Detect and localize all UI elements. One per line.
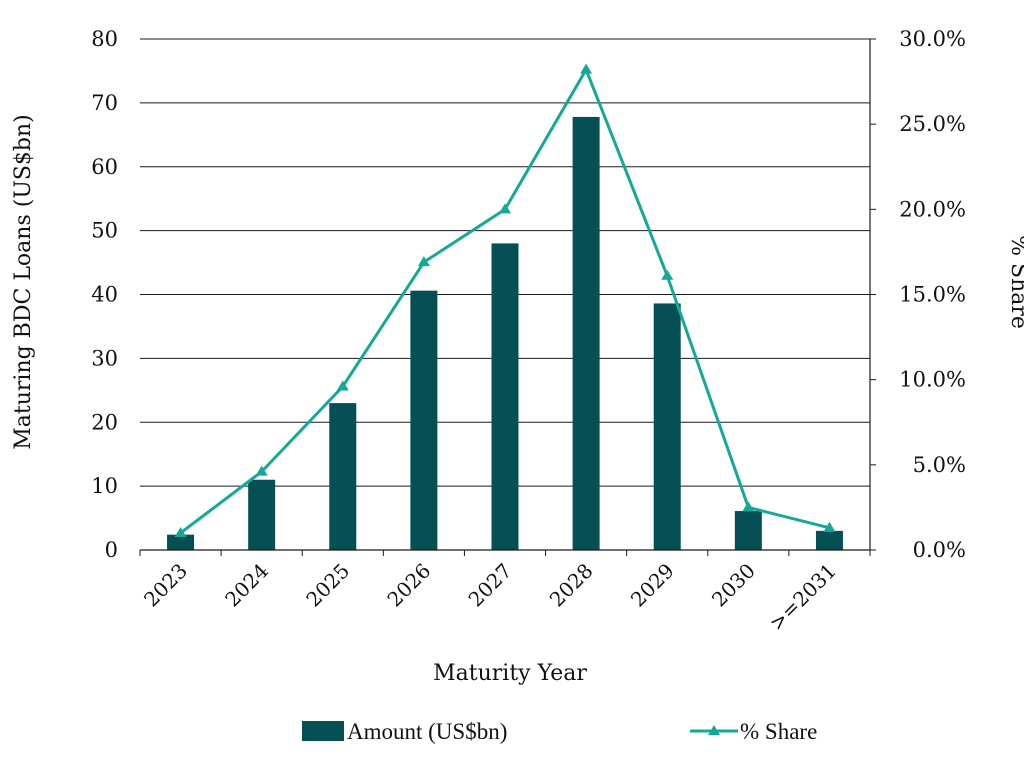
- bar-2023: [167, 534, 195, 550]
- bar-series: [167, 116, 843, 551]
- bar->=2031: [815, 530, 843, 550]
- bar-2028: [572, 116, 600, 551]
- right-tick-label: 25.0%: [899, 112, 966, 136]
- right-tick-label: 10.0%: [899, 368, 966, 392]
- left-tick-label: 10: [91, 474, 118, 498]
- legend-label-share: % Share: [740, 719, 817, 744]
- bar-2024: [248, 479, 276, 550]
- y-axis-title: Maturing BDC Loans (US$bn): [11, 114, 36, 450]
- share-point-2023: [174, 526, 187, 537]
- share-point-2024: [255, 465, 268, 476]
- left-tick-label: 30: [91, 346, 118, 370]
- right-tick-label: 20.0%: [899, 197, 966, 221]
- x-tick-label: 2030: [707, 559, 760, 612]
- share-point-2027: [499, 203, 511, 214]
- share-point-2028: [580, 63, 593, 74]
- x-tick-label: >=2031: [764, 559, 841, 636]
- left-tick-label: 60: [91, 155, 118, 179]
- right-tick-label: 30.0%: [899, 27, 966, 51]
- left-tick-label: 80: [91, 27, 118, 51]
- bar-2030: [734, 511, 762, 550]
- bar-2027: [491, 243, 519, 550]
- x-axis-title: Maturity Year: [433, 661, 587, 686]
- bar-2025: [329, 403, 357, 550]
- legend-marker-share: [708, 725, 720, 735]
- share-point-2030: [742, 501, 755, 512]
- legend-swatch-amount: [302, 721, 344, 741]
- x-tick-label: 2027: [464, 559, 517, 612]
- right-axis-ticks: 0.0% 5.0% 10.0% 15.0% 20.0% 25.0% 30.0%: [870, 27, 966, 562]
- left-tick-label: 20: [91, 410, 118, 434]
- legend-label-amount: Amount (US$bn): [347, 719, 507, 744]
- bar-2026: [410, 290, 438, 550]
- x-tick-label: 2024: [220, 559, 273, 612]
- left-axis-ticks: 0 10 20 30 40 50 60 70 80: [91, 27, 118, 562]
- x-axis-ticks: 2023 2024 2025 2026 2027 2028 2029 2030 >=2031: [139, 550, 871, 636]
- x-tick-label: 2028: [545, 559, 598, 612]
- left-tick-label: 50: [91, 219, 118, 243]
- y2-axis-title: % Share: [1006, 235, 1024, 329]
- share-point->=2031: [823, 521, 836, 532]
- share-point-2029: [661, 269, 674, 280]
- left-tick-label: 40: [91, 283, 118, 307]
- share-point-2026: [417, 256, 430, 267]
- right-tick-label: 15.0%: [899, 283, 966, 307]
- right-tick-label: 0.0%: [913, 538, 966, 562]
- left-tick-label: 70: [91, 91, 118, 115]
- left-tick-label: 0: [105, 538, 118, 562]
- share-point-2025: [336, 380, 349, 391]
- line-series: [174, 63, 836, 537]
- legend: Amount (US$bn) % Share: [302, 719, 817, 744]
- x-tick-label: 2025: [301, 559, 354, 612]
- x-tick-label: 2026: [382, 559, 435, 612]
- x-tick-label: 2029: [626, 559, 679, 612]
- bar-2029: [653, 303, 681, 550]
- x-tick-label: 2023: [139, 559, 192, 612]
- right-tick-label: 5.0%: [913, 453, 966, 477]
